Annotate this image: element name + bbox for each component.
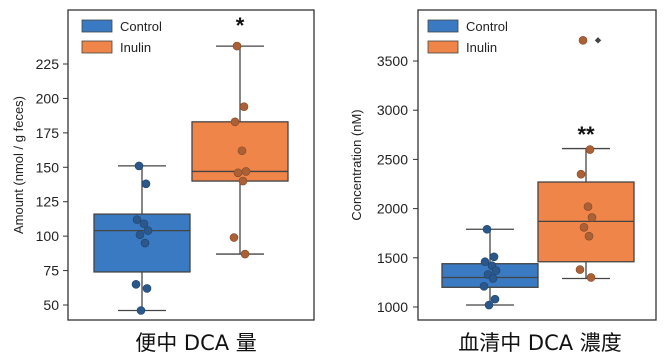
y-tick-label: 1500: [377, 250, 408, 266]
y-tick-label: 200: [36, 90, 60, 106]
y-tick-label: 2000: [377, 201, 408, 217]
control-data-point: [482, 224, 492, 234]
control-data-point: [142, 284, 152, 293]
inulin-data-point: [241, 167, 251, 176]
legend-swatch-inulin: [427, 40, 459, 54]
y-tick-label: 225: [36, 56, 60, 72]
inulin-data-point: [239, 102, 249, 111]
inulin-significance-mark: **: [577, 122, 595, 147]
control-data-point: [141, 179, 151, 189]
legend-swatch-control: [427, 19, 459, 33]
inulin-outlier-marker: [594, 37, 602, 44]
y-tick-label: 1000: [377, 299, 408, 315]
control-data-point: [489, 252, 499, 262]
inulin-data-point: [583, 202, 593, 211]
inulin-data-point: [233, 168, 243, 178]
control-data-point: [490, 294, 500, 304]
control-data-point: [488, 274, 498, 283]
inulin-data-point: [584, 231, 594, 241]
y-axis-label: Concentration (nM): [349, 109, 364, 220]
inulin-data-point: [230, 117, 240, 127]
plot-frame: [67, 9, 315, 321]
panel-caption: 便中 DCA 量: [135, 331, 257, 355]
legend-label-inulin: Inulin: [466, 40, 497, 55]
inulin-data-point: [576, 169, 586, 179]
control-data-point: [132, 215, 142, 224]
legend-label-control: Control: [120, 19, 162, 34]
y-tick-label: 75: [43, 263, 59, 279]
plot-frame: [417, 9, 657, 321]
y-tick-label: 3000: [377, 102, 408, 118]
y-tick-label: 125: [36, 194, 60, 210]
legend-label-inulin: Inulin: [120, 40, 151, 55]
inulin-data-point: [240, 249, 250, 259]
inulin-data-point: [586, 273, 596, 282]
y-tick-label: 150: [36, 159, 60, 175]
inulin-data-point: [579, 222, 589, 232]
panel-caption: 血清中 DCA 濃度: [458, 331, 622, 355]
inulin-data-point: [575, 265, 585, 274]
y-axis-label: Amount (nmol / g feces): [11, 96, 26, 234]
inulin-significance-mark: *: [236, 13, 245, 38]
control-data-point: [135, 230, 145, 240]
control-data-point: [140, 238, 150, 248]
inulin-data-point: [229, 233, 239, 242]
inulin-data-point: [238, 176, 248, 186]
y-tick-label: 50: [43, 297, 59, 313]
control-data-point: [134, 161, 144, 171]
control-data-point: [484, 300, 494, 310]
legend-swatch-control: [81, 19, 113, 33]
control-data-point: [491, 266, 501, 275]
y-tick-label: 100: [36, 228, 60, 244]
inulin-data-point: [585, 145, 595, 154]
control-data-point: [480, 257, 490, 267]
inulin-data-point: [578, 36, 588, 45]
control-data-point: [136, 306, 146, 315]
control-data-point: [143, 226, 153, 235]
control-data-point: [139, 219, 149, 229]
y-tick-label: 3500: [377, 53, 408, 69]
chart-panel-2: 1000 1500 2000 2500 3000 3500 Concentration (n…: [349, 9, 657, 355]
chart-panel-1: 50 75 100 125 150 175 200 225 Amount (nmol / g f…: [11, 9, 315, 355]
inulin-data-point: [232, 41, 242, 51]
legend-label-control: Control: [466, 19, 508, 34]
y-tick-label: 2500: [377, 151, 408, 167]
y-tick-label: 175: [36, 125, 60, 141]
inulin-data-point: [587, 213, 597, 222]
control-data-point: [479, 282, 489, 291]
control-data-point: [131, 280, 141, 289]
inulin-data-point: [237, 146, 247, 156]
legend-swatch-inulin: [81, 40, 113, 54]
